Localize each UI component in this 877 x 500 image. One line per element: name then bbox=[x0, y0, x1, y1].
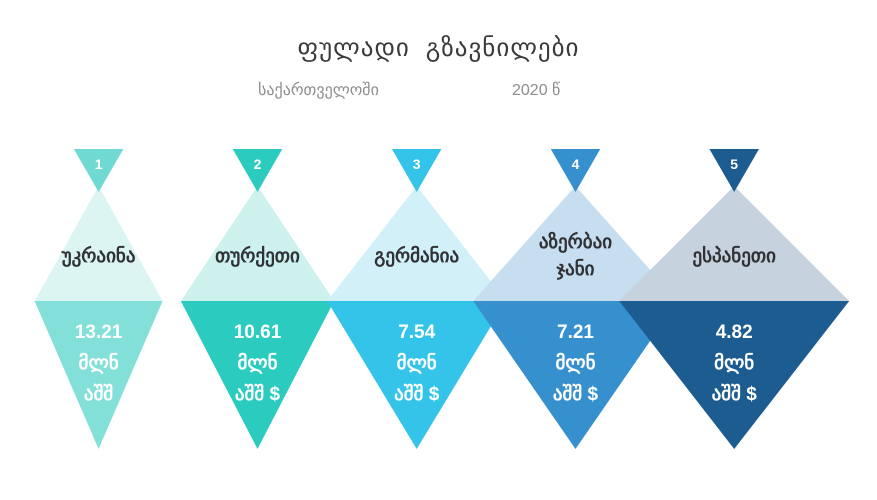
svg-text:მლნ: მლნ bbox=[714, 352, 754, 374]
svg-text:აშშ: აშშ bbox=[84, 383, 113, 405]
svg-text:13.21: 13.21 bbox=[75, 322, 123, 343]
svg-text:2: 2 bbox=[254, 156, 262, 172]
svg-text:მლნ: მლნ bbox=[79, 352, 119, 374]
svg-text:მლნ: მლნ bbox=[555, 352, 595, 374]
svg-text:7.54: 7.54 bbox=[398, 322, 435, 343]
svg-text:თურქეთი: თურქეთი bbox=[215, 245, 300, 267]
svg-text:უკრაინა: უკრაინა bbox=[61, 245, 136, 267]
svg-text:გერმანია: გერმანია bbox=[374, 245, 459, 267]
svg-text:მლნ: მლნ bbox=[397, 352, 437, 374]
svg-text:ჯანი: ჯანი bbox=[555, 258, 594, 280]
svg-text:აშშ $: აშშ $ bbox=[235, 383, 281, 405]
svg-text:4: 4 bbox=[572, 156, 580, 172]
svg-text:7.21: 7.21 bbox=[557, 322, 594, 343]
svg-text:აშშ $: აშშ $ bbox=[394, 383, 440, 405]
svg-text:ესპანეთი: ესპანეთი bbox=[692, 245, 776, 267]
svg-text:აზერბაი: აზერბაი bbox=[539, 231, 612, 253]
svg-text:აშშ $: აშშ $ bbox=[712, 383, 758, 405]
svg-text:3: 3 bbox=[413, 156, 421, 172]
svg-text:4.82: 4.82 bbox=[716, 322, 753, 343]
svg-text:მლნ: მლნ bbox=[237, 352, 277, 374]
svg-text:აშშ $: აშშ $ bbox=[553, 383, 599, 405]
svg-text:1: 1 bbox=[95, 156, 103, 172]
svg-text:5: 5 bbox=[730, 156, 738, 172]
svg-text:10.61: 10.61 bbox=[234, 322, 282, 343]
